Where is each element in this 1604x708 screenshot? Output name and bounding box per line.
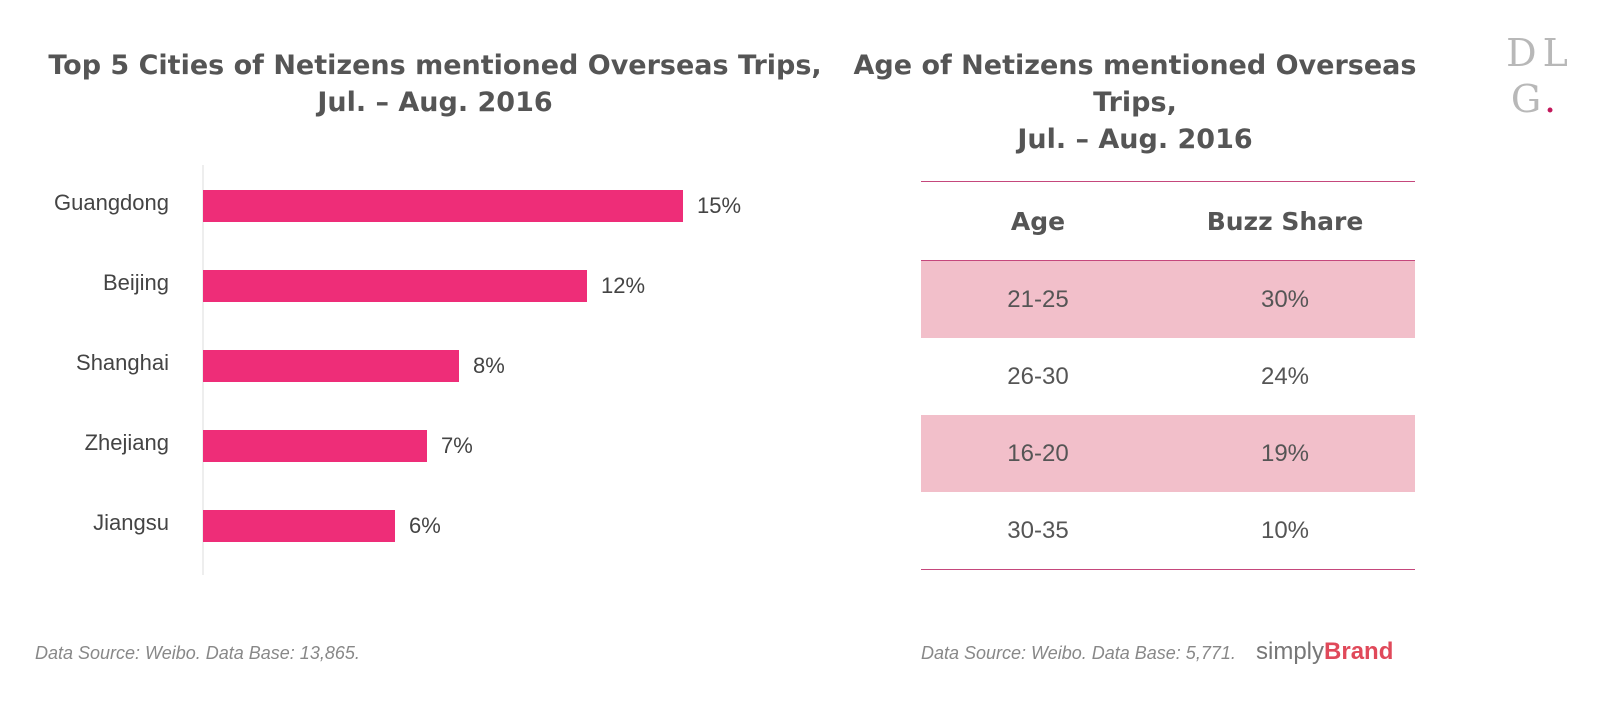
bar (203, 510, 395, 542)
bar-category-label: Beijing (103, 270, 169, 295)
bar-value-label: 8% (473, 353, 505, 378)
header-age: Age (921, 182, 1155, 261)
logo-text-bottom: G (1511, 77, 1541, 118)
table-row: 16-20 19% (921, 415, 1415, 492)
right-title-line2: Jul. – Aug. 2016 (1017, 124, 1253, 155)
bar-value-label: 15% (697, 193, 741, 218)
right-table-title: Age of Netizens mentioned Overseas Trips… (830, 47, 1440, 158)
city-bar-chart: Guangdong 15% Beijing 12% Shanghai 8% Zhejiang… (54, 165, 741, 575)
share-cell: 10% (1260, 516, 1310, 544)
table-row: 30-35 10% (921, 492, 1415, 569)
left-title-line1: Top 5 Cities of Netizens mentioned Overs… (48, 50, 822, 81)
bar (203, 270, 587, 302)
brand-simply-text: simply (1256, 638, 1325, 665)
table-header-row: Age Buzz Share (921, 182, 1415, 261)
age-cell: 26-30 (1007, 362, 1069, 390)
bar-value-label: 12% (601, 273, 645, 298)
table-row: 26-30 24% (921, 338, 1415, 415)
right-footnote: Data Source: Weibo. Data Base: 5,771. (921, 643, 1236, 663)
share-cell: 30% (1155, 260, 1415, 338)
bar-category-label: Jiangsu (93, 510, 169, 535)
logo-dot: . (1544, 77, 1556, 118)
age-cell: 30-35 (1007, 516, 1069, 544)
share-cell: 24% (1260, 362, 1310, 390)
share-cell: 19% (1155, 415, 1415, 492)
age-table: Age Buzz Share 21-25 30% 26-30 24% 16-20… (921, 181, 1415, 570)
bar-category-label: Shanghai (76, 350, 169, 375)
bar-value-label: 7% (441, 433, 473, 458)
bar (203, 430, 427, 462)
bar-category-label: Guangdong (54, 190, 169, 215)
age-cell: 16-20 (921, 415, 1155, 492)
simplybrand-logo: simplyBrand (1256, 638, 1393, 666)
bar (203, 350, 459, 382)
age-cell: 21-25 (921, 260, 1155, 338)
dlg-logo: DL G . (1506, 31, 1574, 118)
bar-value-label: 6% (409, 513, 441, 538)
logo-text-top: DL (1506, 31, 1574, 75)
brand-name-text: Brand (1324, 638, 1394, 665)
bar-category-label: Zhejiang (85, 430, 169, 455)
left-footnote: Data Source: Weibo. Data Base: 13,865. (35, 643, 360, 663)
table-row: 21-25 30% (921, 260, 1415, 338)
left-chart-title: Top 5 Cities of Netizens mentioned Overs… (40, 47, 830, 121)
right-title-line1: Age of Netizens mentioned Overseas Trips… (853, 50, 1417, 118)
header-buzz-share: Buzz Share (1155, 182, 1415, 261)
left-title-line2: Jul. – Aug. 2016 (317, 87, 553, 118)
bar (203, 190, 683, 222)
